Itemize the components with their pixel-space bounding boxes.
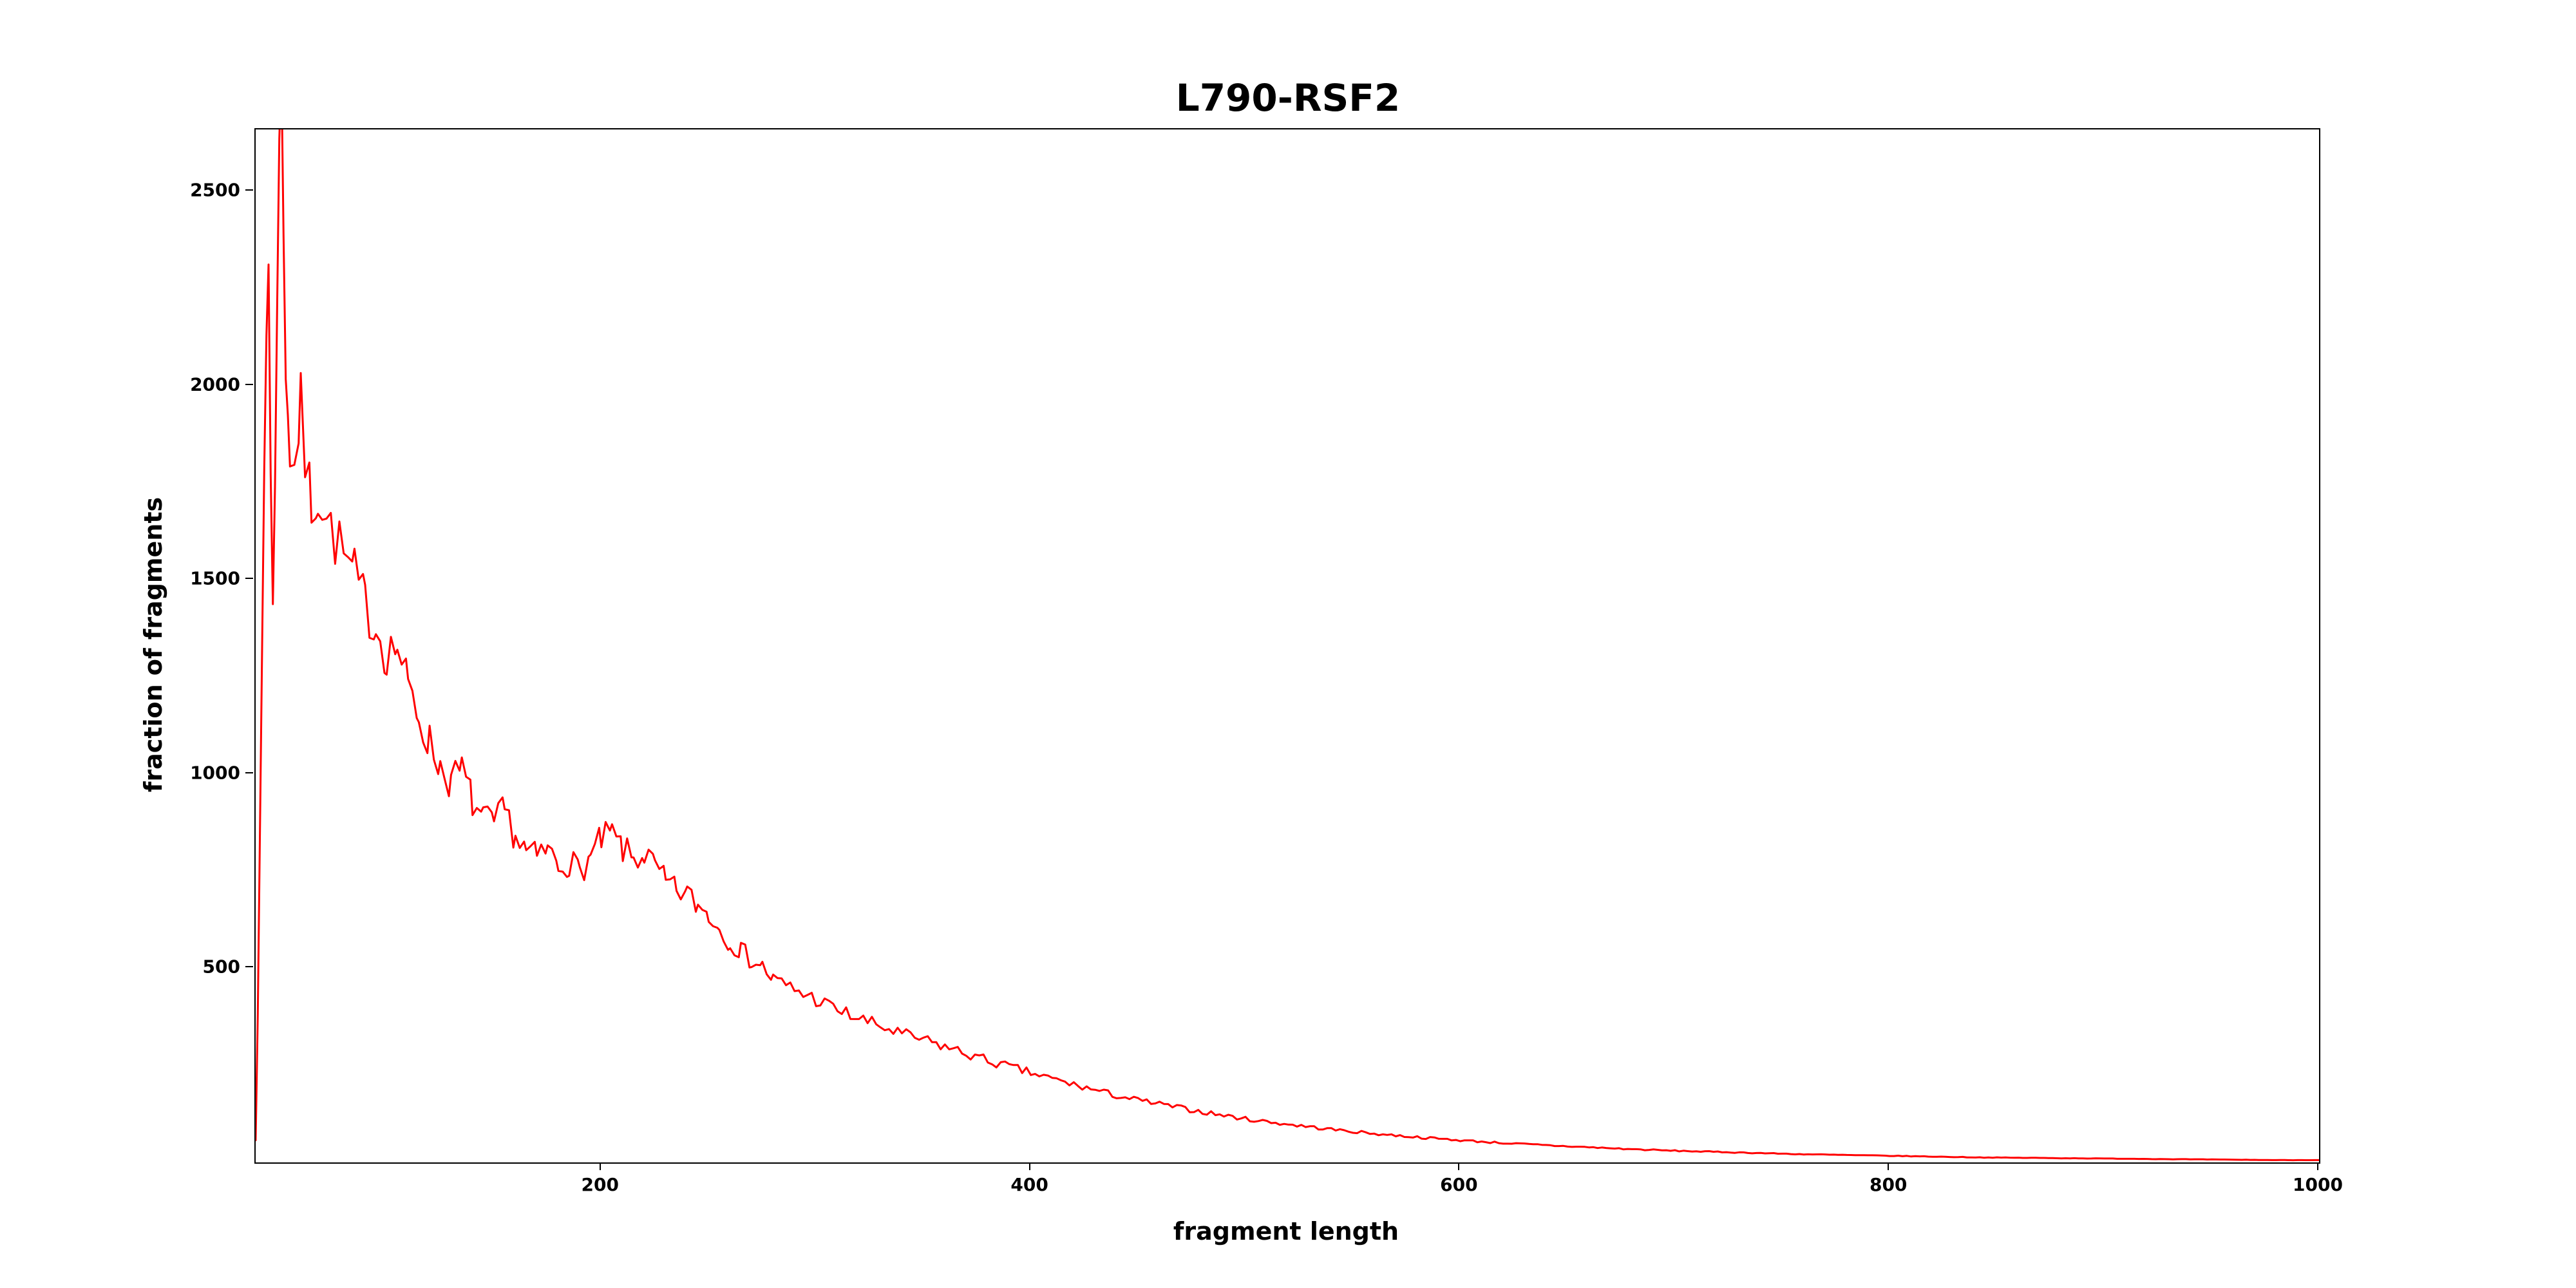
- y-tick-mark: [245, 189, 253, 191]
- x-tick-mark: [1458, 1162, 1460, 1170]
- x-tick-mark: [1888, 1162, 1889, 1170]
- x-tick-label: 1000: [2293, 1174, 2343, 1195]
- plot-area: [254, 128, 2320, 1164]
- y-axis-label: fraction of fragments: [139, 497, 167, 793]
- y-tick-label: 2000: [190, 374, 240, 395]
- x-tick-mark: [599, 1162, 601, 1170]
- x-tick-label: 200: [581, 1174, 619, 1195]
- chart-title: L790-RSF2: [1175, 76, 1401, 120]
- y-tick-mark: [245, 966, 253, 968]
- y-tick-mark: [245, 578, 253, 580]
- y-tick-mark: [245, 772, 253, 773]
- line-plot-svg: [256, 129, 2319, 1162]
- x-tick-label: 400: [1010, 1174, 1048, 1195]
- y-tick-label: 500: [202, 956, 240, 978]
- y-tick-label: 1500: [190, 567, 240, 589]
- x-tick-mark: [2317, 1162, 2318, 1170]
- y-tick-label: 2500: [190, 179, 240, 201]
- x-axis-label: fragment length: [1173, 1217, 1399, 1245]
- y-tick-label: 1000: [190, 762, 240, 784]
- x-tick-label: 600: [1440, 1174, 1478, 1195]
- data-series-line: [256, 129, 2319, 1162]
- x-tick-mark: [1028, 1162, 1030, 1170]
- x-tick-label: 800: [1869, 1174, 1908, 1195]
- y-tick-mark: [245, 383, 253, 385]
